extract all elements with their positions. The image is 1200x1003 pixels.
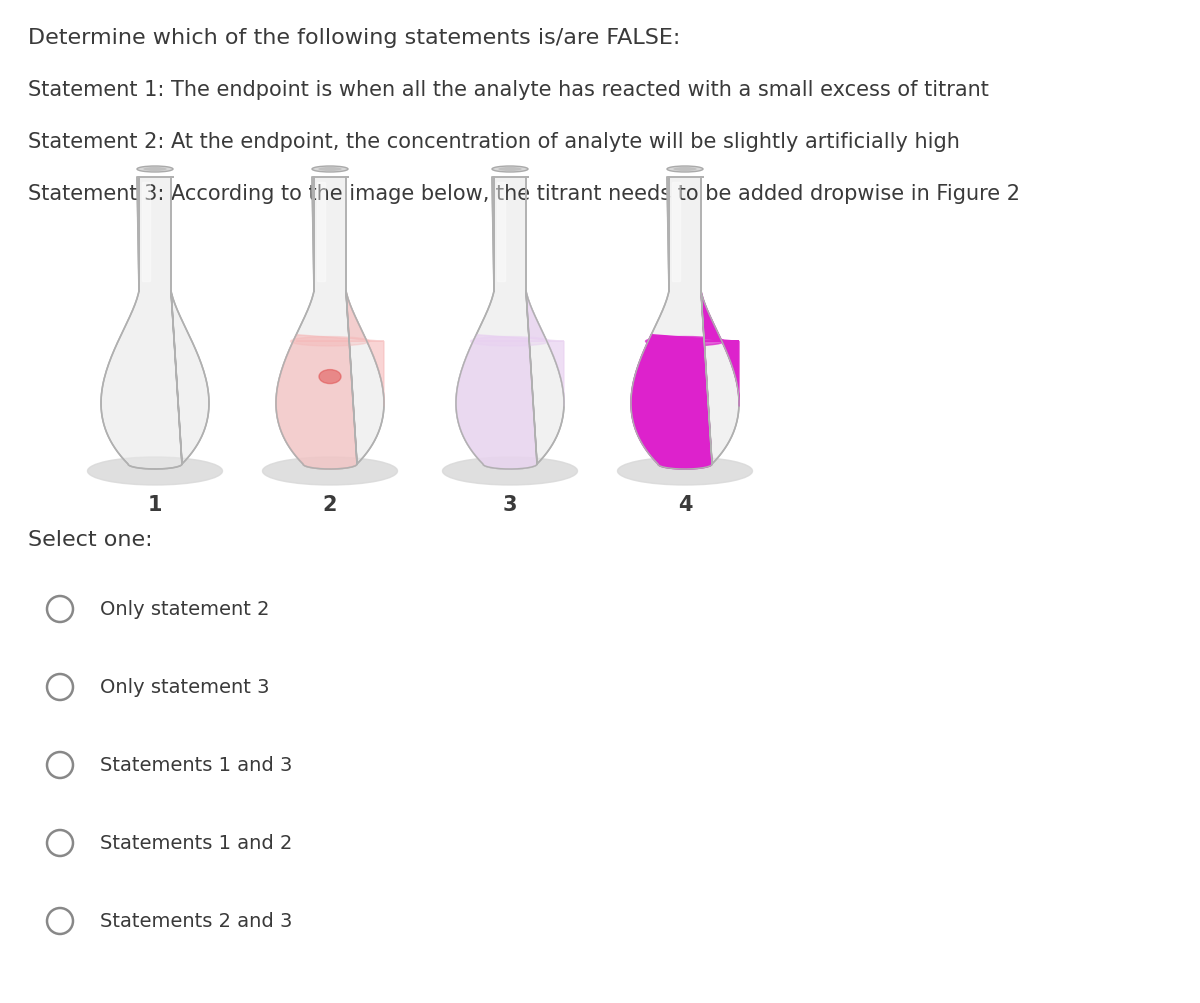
- Polygon shape: [317, 183, 325, 282]
- Text: 3: 3: [503, 494, 517, 515]
- Polygon shape: [497, 183, 505, 282]
- Ellipse shape: [319, 370, 341, 384]
- Text: Statements 1 and 3: Statements 1 and 3: [100, 755, 293, 774]
- Polygon shape: [672, 183, 680, 282]
- Text: Statements 2 and 3: Statements 2 and 3: [100, 912, 293, 931]
- Ellipse shape: [646, 337, 725, 347]
- Text: Statement 2: At the endpoint, the concentration of analyte will be slightly arti: Statement 2: At the endpoint, the concen…: [28, 131, 960, 151]
- Text: Determine which of the following statements is/are FALSE:: Determine which of the following stateme…: [28, 28, 680, 48]
- Ellipse shape: [88, 457, 222, 485]
- Text: Statement 1: The endpoint is when all the analyte has reacted with a small exces: Statement 1: The endpoint is when all th…: [28, 80, 989, 100]
- Ellipse shape: [673, 168, 697, 172]
- Ellipse shape: [137, 166, 173, 173]
- Polygon shape: [456, 292, 564, 469]
- Circle shape: [47, 752, 73, 778]
- Circle shape: [47, 597, 73, 623]
- Polygon shape: [631, 292, 739, 469]
- Polygon shape: [456, 178, 564, 469]
- Ellipse shape: [492, 166, 528, 173]
- Text: Statement 3: According to the image below, the titrant needs to be added dropwis: Statement 3: According to the image belo…: [28, 184, 1020, 204]
- Polygon shape: [142, 183, 150, 282]
- Circle shape: [47, 908, 73, 934]
- Text: Select one:: Select one:: [28, 530, 152, 550]
- Polygon shape: [276, 178, 384, 469]
- Polygon shape: [276, 292, 384, 469]
- Ellipse shape: [498, 168, 522, 172]
- Text: Only statement 3: Only statement 3: [100, 678, 270, 697]
- Ellipse shape: [470, 337, 550, 347]
- Text: 1: 1: [148, 494, 162, 515]
- Text: 4: 4: [678, 494, 692, 515]
- Ellipse shape: [290, 337, 370, 347]
- Text: 2: 2: [323, 494, 337, 515]
- Ellipse shape: [143, 168, 167, 172]
- Circle shape: [47, 674, 73, 700]
- Polygon shape: [101, 178, 209, 469]
- Ellipse shape: [263, 457, 397, 485]
- Text: Statements 1 and 2: Statements 1 and 2: [100, 833, 293, 853]
- Ellipse shape: [312, 166, 348, 173]
- Circle shape: [47, 830, 73, 857]
- Ellipse shape: [318, 168, 342, 172]
- Polygon shape: [631, 178, 739, 469]
- Ellipse shape: [443, 457, 577, 485]
- Text: Only statement 2: Only statement 2: [100, 600, 270, 619]
- Ellipse shape: [618, 457, 752, 485]
- Ellipse shape: [667, 166, 703, 173]
